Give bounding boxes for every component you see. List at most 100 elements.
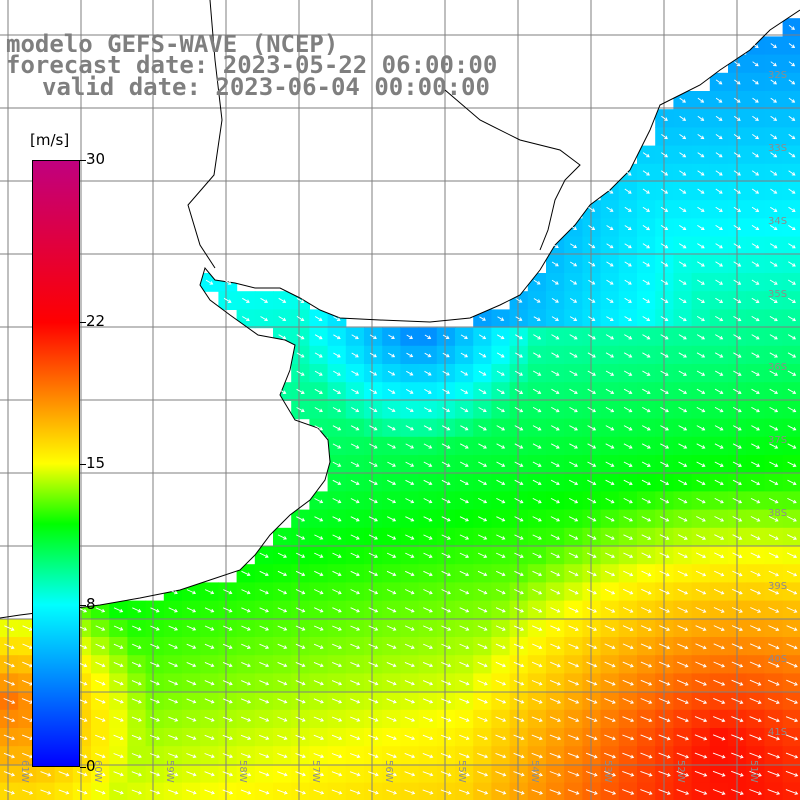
wind-arrow — [368, 498, 378, 504]
wind-arrow — [168, 771, 179, 777]
wind-arrow — [168, 643, 178, 649]
wind-arrow — [770, 206, 778, 212]
wind-arrow — [404, 680, 415, 686]
wind-arrow — [568, 588, 579, 595]
wind-arrow — [58, 789, 70, 795]
wind-arrow — [460, 389, 469, 394]
wind-arrow — [332, 661, 342, 668]
wind-speed-cell — [491, 782, 511, 800]
wind-arrow — [477, 680, 488, 686]
wind-arrow — [750, 588, 761, 595]
wind-arrow — [751, 407, 760, 413]
border-line — [444, 89, 581, 251]
wind-speed-cell — [327, 782, 347, 800]
wind-arrow — [642, 170, 650, 176]
colorbar-tick-mark — [80, 767, 86, 768]
wind-arrow — [586, 570, 597, 577]
wind-arrow — [458, 771, 470, 777]
wind-arrow — [496, 552, 506, 558]
wind-arrow — [752, 115, 759, 121]
wind-arrow — [314, 388, 323, 394]
wind-arrow — [732, 425, 742, 431]
wind-arrow — [606, 243, 614, 249]
wind-arrow — [659, 534, 670, 540]
wind-arrow — [733, 261, 742, 267]
wind-arrow — [714, 570, 725, 577]
wind-arrow — [695, 570, 707, 577]
wind-arrow — [750, 625, 762, 632]
wind-arrow — [750, 497, 761, 504]
wind-arrow — [240, 789, 252, 795]
wind-arrow — [314, 316, 323, 322]
wind-arrow — [733, 115, 741, 121]
wind-arrow — [332, 498, 342, 504]
wind-arrow — [642, 225, 651, 231]
wind-arrow — [368, 789, 379, 795]
wind-arrow — [368, 753, 379, 759]
wind-arrow — [296, 352, 305, 358]
wind-arrow — [712, 789, 726, 795]
wind-arrow — [640, 643, 652, 650]
wind-arrow — [695, 661, 707, 668]
wind-arrow — [640, 716, 653, 723]
wind-arrow — [168, 698, 179, 704]
wind-arrow — [605, 352, 615, 358]
wind-arrow — [387, 498, 397, 504]
wind-arrow — [588, 261, 596, 267]
wind-speed-cell — [691, 782, 711, 800]
wind-arrow — [459, 680, 470, 686]
wind-arrow — [749, 643, 762, 650]
wind-speed-cell — [200, 782, 219, 800]
wind-arrow — [496, 570, 506, 577]
wind-speed-cell — [364, 782, 383, 800]
wind-arrow — [113, 661, 124, 668]
wind-arrow — [532, 516, 542, 522]
wind-arrow — [733, 297, 742, 303]
wind-arrow — [495, 698, 507, 704]
wind-arrow — [441, 589, 451, 595]
wind-arrow — [679, 206, 687, 212]
wind-speed-cell — [309, 782, 329, 800]
wind-arrow — [131, 734, 142, 740]
wind-arrow — [131, 716, 142, 722]
wind-arrow — [768, 625, 780, 632]
wind-arrow — [514, 516, 524, 522]
wind-arrow — [624, 334, 633, 340]
wind-arrow — [733, 243, 742, 249]
wind-arrow — [788, 43, 796, 48]
wind-arrow — [150, 680, 160, 686]
wind-speed-cell — [163, 782, 183, 800]
wind-arrow — [149, 771, 161, 777]
wind-arrow — [369, 389, 378, 394]
wind-arrow — [405, 552, 415, 558]
wind-arrow — [477, 698, 488, 704]
wind-arrow — [623, 461, 633, 467]
wind-arrow — [314, 370, 323, 376]
wind-arrow — [95, 643, 106, 649]
wind-arrow — [95, 771, 106, 777]
wind-arrow — [587, 461, 597, 467]
wind-arrow — [642, 261, 651, 267]
wind-arrow — [441, 680, 452, 686]
wind-arrow — [441, 552, 451, 558]
colorbar-tick-label: 0 — [86, 757, 96, 775]
wind-arrow — [422, 771, 434, 777]
wind-arrow — [658, 698, 671, 704]
wind-arrow — [606, 297, 614, 303]
wind-arrow — [496, 479, 506, 486]
wind-arrow — [132, 625, 142, 631]
colorbar-tick-mark — [80, 605, 86, 607]
longitude-label: 59W — [164, 760, 175, 783]
wind-arrow — [440, 789, 452, 795]
wind-speed-cell — [782, 254, 800, 274]
wind-arrow — [441, 534, 451, 540]
wind-arrow — [767, 789, 781, 795]
wind-arrow — [405, 498, 415, 504]
wind-arrow — [332, 461, 342, 467]
wind-arrow — [570, 225, 578, 230]
wind-arrow — [603, 789, 617, 795]
wind-arrow — [368, 589, 379, 595]
wind-arrow — [186, 680, 197, 686]
